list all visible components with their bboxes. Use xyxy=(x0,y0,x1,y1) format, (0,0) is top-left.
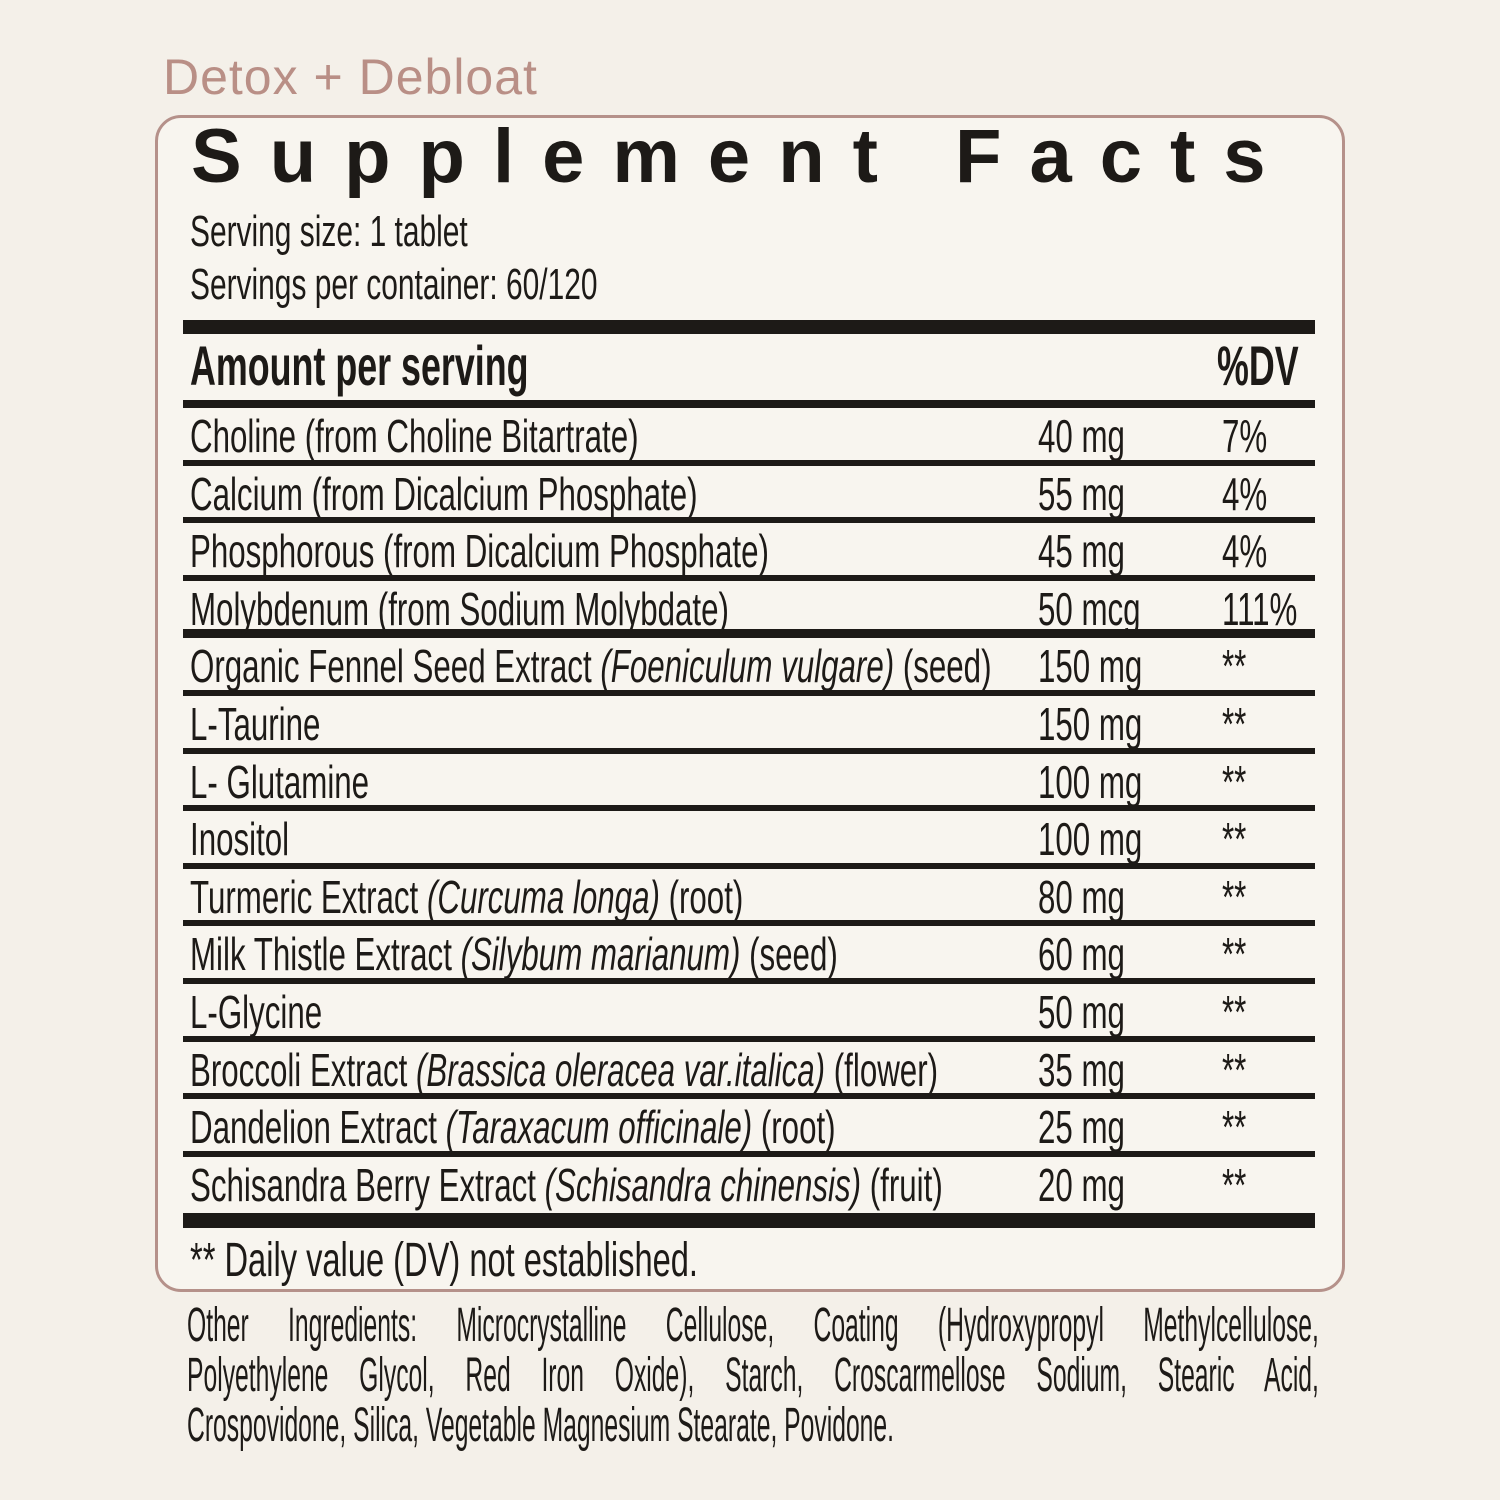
ingredient-latin-name: (Foeniculum vulgare) xyxy=(600,640,895,693)
ingredient-name: L-Glycine xyxy=(190,985,323,1038)
ingredient-latin-name: (Brassica oleracea var.italica) xyxy=(415,1043,826,1096)
ingredient-dv: 111% xyxy=(1222,582,1298,635)
ingredient-amount: 25 mg xyxy=(1038,1101,1125,1154)
divider-thick-bottom xyxy=(183,1213,1315,1228)
ingredient-dv: ** xyxy=(1222,928,1247,981)
column-header-amount-text: Amount per serving xyxy=(190,334,529,397)
ingredient-latin-name: (Curcuma longa) xyxy=(426,870,660,923)
ingredient-amount: 20 mg xyxy=(1038,1158,1125,1211)
table-row: L- Glutamine 100 mg ** xyxy=(183,754,1315,812)
ingredient-dv: ** xyxy=(1222,870,1247,923)
servings-per-container-text: Servings per container: 60/120 xyxy=(190,260,598,309)
ingredient-name: Calcium (from Dicalcium Phosphate) xyxy=(190,467,698,520)
ingredient-name: L- Glutamine xyxy=(190,755,370,808)
other-ingredients-line: Crospovidone, Silica, Vegetable Magnesiu… xyxy=(187,1399,895,1452)
ingredient-name: Organic Fennel Seed Extract (Foeniculum … xyxy=(190,640,992,693)
ingredient-name: L-Taurine xyxy=(190,697,321,750)
ingredient-dv: ** xyxy=(1222,1043,1247,1096)
ingredient-amount: 100 mg xyxy=(1038,813,1143,866)
ingredient-amount: 100 mg xyxy=(1038,755,1143,808)
ingredient-amount: 150 mg xyxy=(1038,640,1143,693)
ingredient-dv: ** xyxy=(1222,640,1247,693)
ingredient-dv: ** xyxy=(1222,697,1247,750)
table-row: Inositol 100 mg ** xyxy=(183,811,1315,869)
table-row: Molybdenum (from Sodium Molybdate) 50 mc… xyxy=(183,581,1315,639)
ingredient-name: Phosphorous (from Dicalcium Phosphate) xyxy=(190,525,769,578)
ingredient-name: Milk Thistle Extract (Silybum marianum) … xyxy=(190,928,838,981)
table-row: Choline (from Choline Bitartrate) 40 mg … xyxy=(183,408,1315,466)
ingredient-dv: ** xyxy=(1222,985,1247,1038)
ingredient-dv: 4% xyxy=(1222,525,1268,578)
ingredient-dv: 4% xyxy=(1222,467,1268,520)
ingredient-amount: 60 mg xyxy=(1038,928,1125,981)
ingredient-name: Schisandra Berry Extract (Schisandra chi… xyxy=(190,1158,943,1211)
supplement-facts-panel: Supplement Facts Serving size: 1 tablet … xyxy=(155,115,1345,1292)
table-row: L-Taurine 150 mg ** xyxy=(183,696,1315,754)
table-row: Turmeric Extract (Curcuma longa) (root) … xyxy=(183,869,1315,927)
ingredient-dv: 7% xyxy=(1222,410,1268,462)
ingredient-amount: 50 mcg xyxy=(1038,582,1141,635)
ingredient-table: Choline (from Choline Bitartrate) 40 mg … xyxy=(183,408,1315,1214)
divider-thick-top xyxy=(183,320,1315,334)
other-ingredients: Other Ingredients: Microcrystalline Cell… xyxy=(187,1301,1319,1451)
ingredient-name: Choline (from Choline Bitartrate) xyxy=(190,410,639,462)
serving-size-text: Serving size: 1 tablet xyxy=(190,207,468,256)
serving-size-line: Serving size: 1 tablet xyxy=(190,210,598,254)
ingredient-amount: 35 mg xyxy=(1038,1043,1125,1096)
panel-title: Supplement Facts xyxy=(191,114,1294,199)
column-header-dv-text: %DV xyxy=(1217,334,1299,397)
ingredient-amount: 45 mg xyxy=(1038,525,1125,578)
ingredient-name: Broccoli Extract (Brassica oleracea var.… xyxy=(190,1043,939,1096)
ingredient-amount: 80 mg xyxy=(1038,870,1125,923)
ingredient-dv: ** xyxy=(1222,1101,1247,1154)
column-header-dv: %DV xyxy=(1217,338,1345,394)
ingredient-latin-name: (Taraxacum officinale) xyxy=(445,1101,753,1154)
ingredient-name: Molybdenum (from Sodium Molybdate) xyxy=(190,582,729,635)
table-row: Dandelion Extract (Taraxacum officinale)… xyxy=(183,1099,1315,1157)
table-row: Organic Fennel Seed Extract (Foeniculum … xyxy=(183,638,1315,696)
column-header-amount: Amount per serving xyxy=(190,338,719,394)
table-row: L-Glycine 50 mg ** xyxy=(183,984,1315,1042)
servings-per-container-line: Servings per container: 60/120 xyxy=(190,263,789,307)
ingredient-dv: ** xyxy=(1222,813,1247,866)
ingredient-dv: ** xyxy=(1222,1158,1247,1211)
table-row: Phosphorous (from Dicalcium Phosphate) 4… xyxy=(183,523,1315,581)
ingredient-amount: 55 mg xyxy=(1038,467,1125,520)
ingredient-amount: 150 mg xyxy=(1038,697,1143,750)
ingredient-dv: ** xyxy=(1222,755,1247,808)
table-row: Milk Thistle Extract (Silybum marianum) … xyxy=(183,926,1315,984)
table-row: Broccoli Extract (Brassica oleracea var.… xyxy=(183,1042,1315,1100)
ingredient-name: Inositol xyxy=(190,813,290,866)
ingredient-latin-name: (Silybum marianum) xyxy=(460,928,741,981)
other-ingredients-line: Other Ingredients: Microcrystalline Cell… xyxy=(187,1299,1319,1352)
ingredient-latin-name: (Schisandra chinensis) xyxy=(544,1158,862,1211)
table-row: Calcium (from Dicalcium Phosphate) 55 mg… xyxy=(183,466,1315,524)
other-ingredients-line: Polyethylene Glycol, Red Iron Oxide), St… xyxy=(187,1349,1319,1402)
ingredient-amount: 40 mg xyxy=(1038,410,1125,462)
dv-footnote-text: ** Daily value (DV) not established. xyxy=(190,1234,698,1287)
ingredient-name: Dandelion Extract (Taraxacum officinale)… xyxy=(190,1101,836,1154)
divider-header xyxy=(183,400,1315,408)
ingredient-amount: 50 mg xyxy=(1038,985,1125,1038)
ingredient-name: Turmeric Extract (Curcuma longa) (root) xyxy=(190,870,744,923)
dv-footnote: ** Daily value (DV) not established. xyxy=(190,1237,937,1285)
table-row: Schisandra Berry Extract (Schisandra chi… xyxy=(183,1157,1315,1215)
product-name: Detox + Debloat xyxy=(163,49,538,105)
